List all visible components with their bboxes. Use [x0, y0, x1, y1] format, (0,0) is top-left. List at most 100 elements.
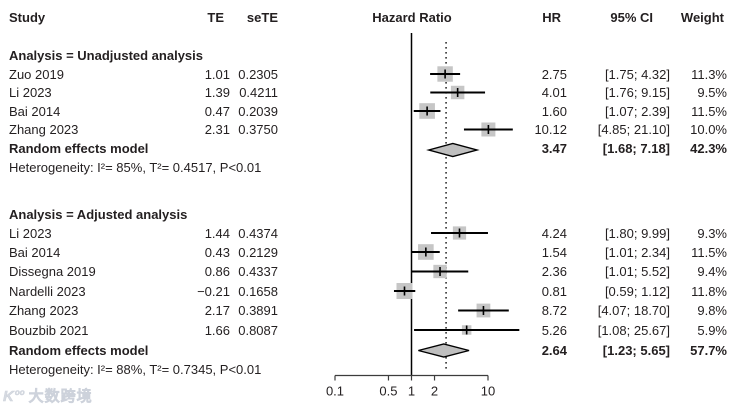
heterogeneity-text: Heterogeneity: I²= 88%, T²= 0.7345, P<0.… — [9, 362, 262, 377]
ci-value: [1.75; 4.32] — [604, 66, 670, 82]
sete-value: 0.2039 — [238, 103, 278, 119]
ci-value: [1.76; 9.15] — [604, 85, 670, 100]
section-label: Analysis = Unadjusted analysis — [9, 47, 203, 63]
section-label: Analysis = Adjusted analysis — [9, 206, 188, 222]
sete-value: 0.3750 — [238, 122, 278, 137]
summary-hr: 3.47 — [541, 140, 567, 156]
summary-label: Random effects model — [9, 342, 149, 358]
hr-value: 5.26 — [541, 322, 567, 338]
study-name: Li 2023 — [9, 85, 52, 100]
study-row: Dissegna 2019 0.86 0.4337 2.36 [1.01; 5.… — [0, 262, 745, 281]
weight-value: 9.3% — [697, 225, 727, 241]
te-value: 1.39 — [204, 85, 230, 100]
hr-value: 2.75 — [541, 66, 567, 82]
te-value: 0.43 — [204, 244, 230, 260]
sete-value: 0.1658 — [238, 283, 278, 299]
heterogeneity-text: Heterogeneity: I²= 85%, T²= 0.4517, P<0.… — [9, 159, 262, 175]
hr-value: 1.54 — [541, 244, 567, 260]
te-value: 2.17 — [204, 303, 230, 318]
te-value: 1.01 — [204, 66, 230, 82]
sete-value: 0.4374 — [238, 225, 278, 241]
x-axis-tick-label: 0.5 — [379, 384, 397, 399]
col-header-weight: Weight — [680, 10, 724, 25]
weight-value: 10.0% — [690, 122, 727, 137]
ci-value: [1.01; 2.34] — [604, 244, 670, 260]
summary-row: Random effects model 3.47 [1.68; 7.18] 4… — [0, 139, 745, 158]
col-header-hazard-ratio: Hazard Ratio — [372, 10, 452, 25]
study-name: Dissegna 2019 — [9, 264, 96, 279]
study-name: Li 2023 — [9, 225, 52, 241]
te-value: 0.86 — [204, 264, 230, 279]
study-name: Bouzbib 2021 — [9, 322, 89, 338]
column-header-row: Study TE seTE Hazard Ratio HR 95% CI Wei… — [0, 8, 745, 27]
study-row: Zhang 2023 2.31 0.3750 10.12 [4.85; 21.1… — [0, 120, 745, 139]
sete-value: 0.4211 — [239, 85, 278, 100]
summary-weight: 57.7% — [690, 342, 727, 358]
ci-value: [1.07; 2.39] — [604, 103, 670, 119]
weight-value: 9.4% — [697, 264, 727, 279]
hr-value: 4.01 — [541, 85, 567, 100]
x-axis-tick-label: 2 — [431, 384, 438, 399]
summary-weight: 42.3% — [690, 140, 727, 156]
watermark: Koo 大数跨境 — [3, 381, 93, 406]
summary-row: Random effects model 2.64 [1.23; 5.65] 5… — [0, 341, 745, 360]
section-header-row: Analysis = Adjusted analysis — [0, 205, 745, 224]
study-row: Li 2023 1.44 0.4374 4.24 [1.80; 9.99] 9.… — [0, 224, 745, 243]
ci-value: [1.80; 9.99] — [604, 225, 670, 241]
study-row: Bouzbib 2021 1.66 0.8087 5.26 [1.08; 25.… — [0, 321, 745, 340]
sete-value: 0.3891 — [238, 303, 278, 318]
ci-value: [1.01; 5.52] — [604, 264, 670, 279]
col-header-study: Study — [9, 10, 46, 25]
weight-value: 11.5% — [691, 244, 727, 260]
study-row: Bai 2014 0.47 0.2039 1.60 [1.07; 2.39] 1… — [0, 102, 745, 121]
study-name: Zuo 2019 — [9, 66, 64, 82]
hr-value: 1.60 — [541, 103, 567, 119]
study-row: Li 2023 1.39 0.4211 4.01 [1.76; 9.15] 9.… — [0, 83, 745, 102]
weight-value: 9.5% — [697, 85, 727, 100]
weight-value: 5.9% — [697, 322, 727, 338]
ci-value: [0.59; 1.12] — [604, 283, 670, 299]
hr-value: 2.36 — [541, 264, 567, 279]
study-name: Nardelli 2023 — [9, 283, 86, 299]
study-row: Bai 2014 0.43 0.2129 1.54 [1.01; 2.34] 1… — [0, 243, 745, 262]
heterogeneity-row: Heterogeneity: I²= 85%, T²= 0.4517, P<0.… — [0, 158, 745, 177]
ci-value: [4.85; 21.10] — [597, 122, 670, 137]
te-value: −0.21 — [197, 283, 230, 299]
hr-value: 4.24 — [541, 225, 567, 241]
sete-value: 0.8087 — [238, 322, 278, 338]
summary-ci: [1.68; 7.18] — [602, 140, 670, 156]
col-header-ci: 95% CI — [610, 10, 653, 25]
col-header-sete: seTE — [246, 10, 278, 25]
x-axis-tick-label: 0.1 — [326, 384, 344, 399]
watermark-logo-icon: Koo — [3, 388, 25, 406]
col-header-te: TE — [207, 10, 224, 25]
te-value: 1.44 — [204, 225, 230, 241]
x-axis-tick-label: 1 — [408, 384, 415, 399]
sete-value: 0.4337 — [238, 264, 278, 279]
te-value: 1.66 — [204, 322, 230, 338]
weight-value: 11.5% — [691, 103, 727, 119]
ci-value: [1.08; 25.67] — [597, 322, 670, 338]
study-name: Bai 2014 — [9, 244, 61, 260]
hr-value: 8.72 — [541, 303, 567, 318]
section-header-row: Analysis = Unadjusted analysis — [0, 46, 745, 65]
weight-value: 11.8% — [691, 283, 727, 299]
study-name: Zhang 2023 — [9, 303, 79, 318]
watermark-text: 大数跨境 — [28, 388, 93, 406]
heterogeneity-row: Heterogeneity: I²= 88%, T²= 0.7345, P<0.… — [0, 360, 745, 379]
hr-value: 10.12 — [534, 122, 567, 137]
study-row: Zuo 2019 1.01 0.2305 2.75 [1.75; 4.32] 1… — [0, 65, 745, 84]
sete-value: 0.2129 — [238, 244, 278, 260]
ci-value: [4.07; 18.70] — [597, 303, 670, 318]
study-row: Zhang 2023 2.17 0.3891 8.72 [4.07; 18.70… — [0, 301, 745, 320]
summary-ci: [1.23; 5.65] — [602, 342, 670, 358]
weight-value: 11.3% — [691, 66, 727, 82]
weight-value: 9.8% — [697, 303, 727, 318]
col-header-hr: HR — [542, 10, 561, 25]
summary-label: Random effects model — [9, 140, 149, 156]
summary-hr: 2.64 — [541, 342, 567, 358]
hr-value: 0.81 — [541, 283, 567, 299]
te-value: 2.31 — [204, 122, 230, 137]
study-name: Zhang 2023 — [9, 122, 79, 137]
